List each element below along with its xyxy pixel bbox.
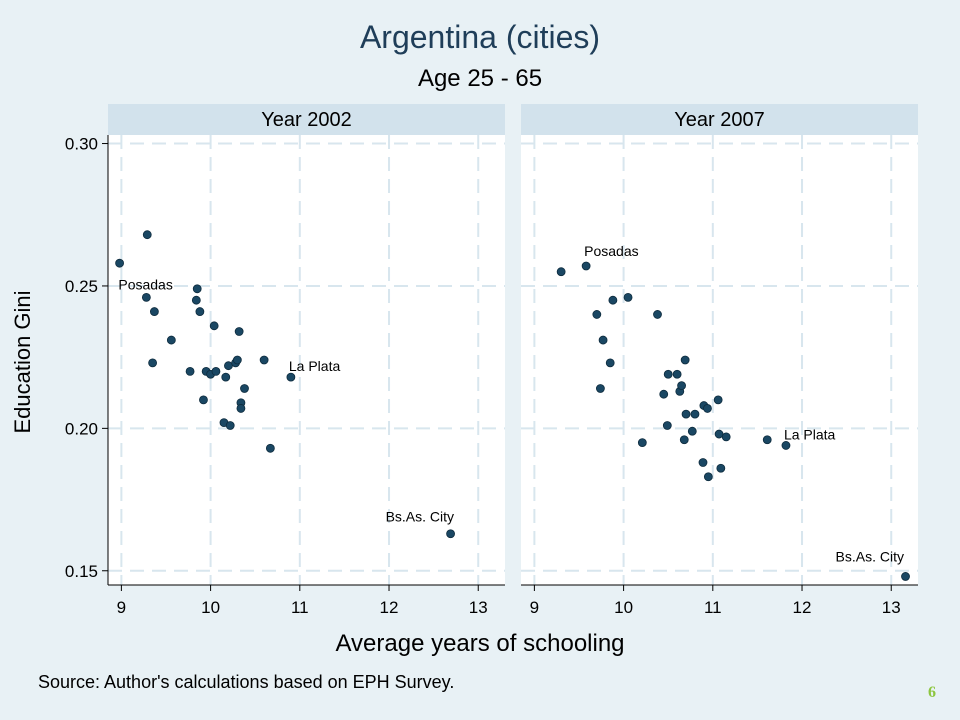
data-point — [149, 307, 159, 316]
data-point — [637, 438, 647, 447]
data-point — [713, 395, 723, 405]
panel-header — [521, 104, 918, 135]
data-point — [662, 421, 672, 430]
plot-area — [521, 135, 918, 585]
data-point — [581, 261, 591, 271]
data-point — [681, 409, 691, 419]
point-annotation: Posadas — [584, 243, 638, 259]
point-annotation: Bs.As. City — [386, 509, 454, 525]
data-point — [596, 384, 605, 393]
point-annotation: Bs.As. City — [836, 548, 904, 564]
y-axis-label: Education Gini — [10, 290, 35, 433]
data-point — [211, 366, 221, 376]
x-tick-label: 13 — [469, 598, 488, 617]
source-note: Source: Author's calculations based on E… — [38, 672, 455, 692]
data-point — [141, 292, 151, 302]
data-point — [605, 358, 615, 368]
data-point — [598, 335, 608, 345]
data-point — [221, 372, 231, 382]
data-point — [698, 458, 708, 467]
data-point — [679, 435, 689, 445]
data-point — [236, 404, 246, 413]
data-point — [115, 258, 124, 268]
data-point — [690, 409, 700, 419]
point-annotation: Posadas — [118, 276, 172, 292]
data-point — [234, 327, 244, 336]
x-tick-label: 12 — [380, 598, 399, 617]
x-axis-label: Average years of schooling — [335, 630, 624, 657]
point-annotation: La Plata — [289, 358, 341, 374]
data-point — [556, 267, 566, 277]
data-point — [142, 230, 152, 240]
data-point — [653, 310, 662, 319]
data-point — [703, 404, 712, 413]
y-tick-label: 0.30 — [65, 135, 98, 154]
data-point — [659, 389, 669, 399]
panel-2: Year 2007 9 10 11 12 13 Posadas La Plata Bs.As. … — [521, 104, 918, 617]
panel-title: Year 2007 — [674, 109, 764, 131]
data-point — [663, 369, 673, 379]
data-point — [721, 432, 731, 442]
data-point — [265, 443, 275, 453]
y-tick-label: 0.20 — [65, 419, 98, 438]
x-tick-label: 10 — [201, 598, 220, 617]
x-tick-label: 13 — [882, 598, 901, 617]
data-point — [192, 284, 202, 294]
data-point — [199, 395, 208, 405]
data-point — [148, 358, 158, 368]
slide-number: 6 — [928, 684, 936, 701]
data-point — [259, 355, 269, 365]
panel-1: Year 2002 9 10 11 12 13 0.15 0.20 0.25 0.30 Posada… — [65, 104, 505, 617]
data-point — [680, 355, 690, 365]
x-tick-label: 11 — [704, 598, 722, 617]
data-point — [166, 335, 176, 345]
data-point — [762, 435, 772, 445]
data-point — [195, 307, 205, 316]
x-tick-label: 12 — [793, 598, 812, 617]
data-point — [672, 369, 682, 379]
data-point — [623, 292, 633, 302]
data-point — [191, 295, 201, 305]
y-tick-label: 0.15 — [65, 562, 98, 581]
data-point — [209, 321, 219, 331]
chart-title: Argentina (cities) — [360, 19, 600, 55]
data-point — [232, 355, 242, 365]
data-point — [781, 441, 791, 450]
panels: Year 2002 9 10 11 12 13 0.15 0.20 0.25 0.30 Posada… — [65, 104, 918, 617]
chart-subtitle: Age 25 - 65 — [418, 65, 542, 92]
plot-area — [108, 135, 505, 585]
x-tick-label: 9 — [530, 598, 539, 617]
panel-title: Year 2002 — [261, 109, 351, 131]
data-point — [716, 463, 726, 473]
data-point — [225, 421, 235, 430]
data-point — [901, 572, 910, 581]
data-point — [687, 426, 697, 436]
data-point — [185, 366, 195, 376]
data-point — [608, 295, 618, 305]
x-tick-label: 10 — [614, 598, 633, 617]
data-point — [592, 310, 602, 319]
x-tick-label: 11 — [291, 598, 309, 617]
data-point — [677, 381, 686, 391]
y-tick-label: 0.25 — [65, 277, 98, 296]
panel-header — [108, 104, 505, 135]
x-tick-label: 9 — [117, 598, 126, 617]
data-point — [703, 472, 713, 482]
point-annotation: La Plata — [784, 426, 836, 442]
data-point — [446, 529, 455, 539]
data-point — [286, 372, 296, 382]
data-point — [240, 384, 249, 393]
